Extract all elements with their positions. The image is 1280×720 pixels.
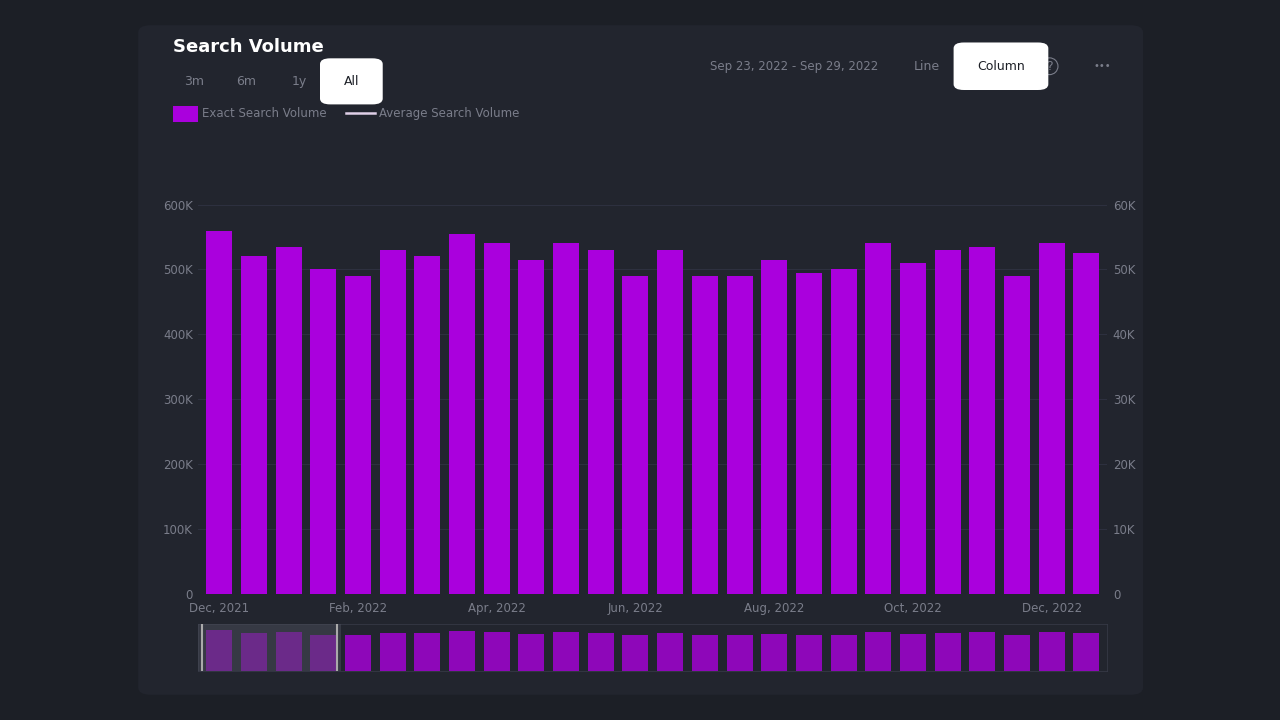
Bar xyxy=(415,256,440,594)
Text: All: All xyxy=(343,75,360,88)
Text: 6m: 6m xyxy=(237,75,256,88)
Bar xyxy=(657,250,684,594)
Bar xyxy=(198,624,340,671)
Bar xyxy=(900,634,925,671)
Bar xyxy=(934,633,961,671)
Bar xyxy=(622,276,649,594)
Bar xyxy=(762,260,787,594)
Bar xyxy=(310,635,337,671)
Bar xyxy=(934,250,961,594)
Text: 3m: 3m xyxy=(184,75,204,88)
Bar xyxy=(865,243,891,594)
Bar xyxy=(241,256,268,594)
Bar xyxy=(831,269,856,594)
Bar xyxy=(969,247,996,594)
Bar xyxy=(1004,276,1030,594)
Text: Exact Search Volume: Exact Search Volume xyxy=(202,107,326,120)
Bar xyxy=(969,632,996,671)
Bar xyxy=(380,633,406,671)
Text: Average Search Volume: Average Search Volume xyxy=(379,107,520,120)
Text: 1y: 1y xyxy=(292,75,306,88)
Bar xyxy=(691,636,718,671)
Bar xyxy=(1074,253,1100,594)
Bar xyxy=(484,243,509,594)
Bar xyxy=(691,276,718,594)
Bar xyxy=(727,276,753,594)
Bar xyxy=(275,247,302,594)
Bar xyxy=(344,636,371,671)
Bar xyxy=(484,631,509,671)
Bar xyxy=(344,276,371,594)
Bar xyxy=(588,250,614,594)
Text: Search Volume: Search Volume xyxy=(173,37,324,55)
Text: Sep 23, 2022 - Sep 29, 2022: Sep 23, 2022 - Sep 29, 2022 xyxy=(710,60,878,73)
Bar xyxy=(449,631,475,671)
Bar xyxy=(796,273,822,594)
Bar xyxy=(1074,633,1100,671)
Bar xyxy=(831,635,856,671)
Bar xyxy=(310,269,337,594)
Bar xyxy=(1004,636,1030,671)
Bar xyxy=(380,250,406,594)
Bar xyxy=(518,634,544,671)
Bar xyxy=(865,631,891,671)
Bar xyxy=(900,263,925,594)
Bar xyxy=(241,634,268,671)
Bar xyxy=(1038,631,1065,671)
Bar xyxy=(415,634,440,671)
Bar xyxy=(657,633,684,671)
Bar xyxy=(206,630,232,671)
Text: •••: ••• xyxy=(1093,61,1111,71)
Bar xyxy=(762,634,787,671)
Bar xyxy=(553,631,579,671)
Bar xyxy=(449,234,475,594)
Bar xyxy=(588,633,614,671)
Text: Line: Line xyxy=(914,60,940,73)
Text: Column: Column xyxy=(977,60,1025,73)
Text: ?: ? xyxy=(1046,60,1053,73)
Bar xyxy=(622,636,649,671)
Bar xyxy=(796,635,822,671)
Bar xyxy=(275,632,302,671)
Bar xyxy=(518,260,544,594)
Bar xyxy=(1038,243,1065,594)
Bar xyxy=(553,243,579,594)
Bar xyxy=(727,636,753,671)
Bar xyxy=(206,230,232,594)
